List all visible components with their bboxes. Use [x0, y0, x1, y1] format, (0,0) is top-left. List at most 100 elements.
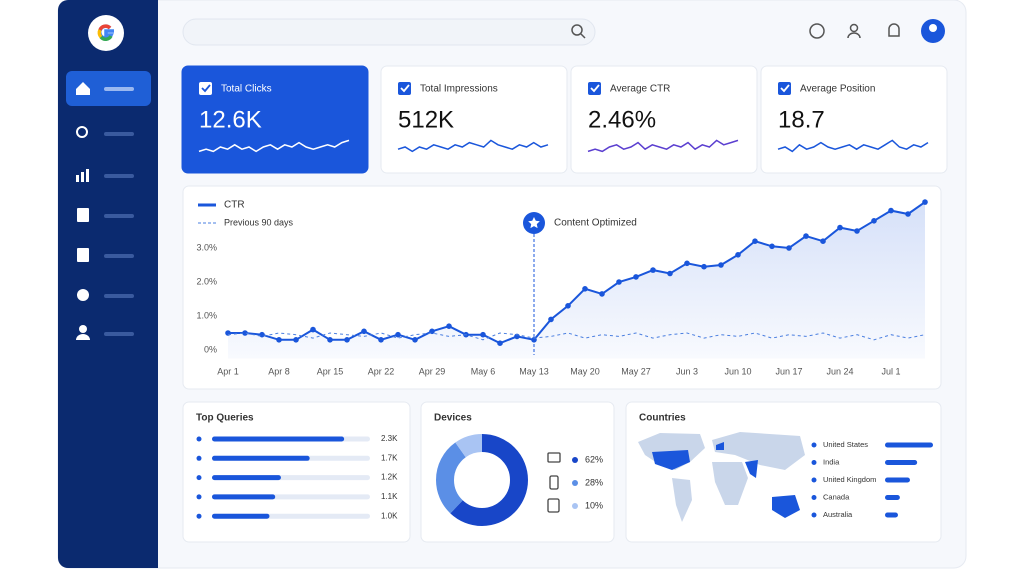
kpi-value: 512K [398, 106, 454, 133]
usa [652, 450, 690, 470]
x-tick-label: Apr 29 [419, 366, 446, 376]
nav-user[interactable] [79, 325, 87, 333]
kpi-check [201, 84, 211, 93]
value-label: 10% [585, 500, 603, 510]
nav-analytics[interactable] [76, 175, 79, 182]
africa [712, 462, 748, 505]
data-point [565, 303, 571, 309]
x-tick-label: May 27 [621, 366, 651, 376]
australia [772, 495, 800, 518]
nav-bar [104, 87, 134, 91]
logo-g-yellow [97, 29, 103, 39]
users-icon-body [847, 32, 861, 39]
data-point [752, 238, 758, 244]
value-label: 1.0K [381, 511, 398, 520]
legend-label: CTR [224, 200, 245, 211]
nav-analytics-bar [86, 169, 89, 182]
nav-analytics-bar [81, 172, 84, 182]
search-icon[interactable] [571, 24, 583, 36]
countries-chart: United States India United Kingdom Canada Au… [811, 440, 933, 519]
bar [885, 442, 933, 448]
legend-dot [811, 495, 817, 500]
y-tick-label: 2.0% [196, 276, 217, 286]
legend-dot [811, 460, 817, 465]
south-america [672, 478, 692, 522]
nav-settings[interactable] [77, 289, 89, 301]
sparkline [397, 139, 549, 153]
bar [212, 455, 310, 461]
countries-card [625, 401, 942, 543]
donut-segment [436, 434, 528, 526]
nav-bar [104, 294, 134, 298]
nav-bar [104, 214, 134, 218]
legend-dot [572, 480, 578, 486]
data-point [582, 286, 588, 292]
logo-g-green [99, 34, 113, 41]
bar [885, 512, 898, 518]
x-tick-label: Apr 1 [217, 366, 239, 376]
country-label: United Kingdom [823, 475, 876, 484]
nav-search[interactable] [76, 126, 88, 138]
sparkline [587, 139, 739, 153]
nav-reports[interactable] [77, 248, 89, 262]
eurasia [712, 432, 805, 470]
data-point [327, 337, 333, 343]
x-tick-label: May 20 [570, 366, 600, 376]
legend-dot [811, 442, 817, 448]
data-point [395, 331, 401, 338]
x-tick-label: Apr 8 [268, 366, 290, 376]
bar [212, 475, 281, 481]
data-point [616, 279, 622, 285]
bar [212, 494, 276, 500]
kpi-checkbox [778, 82, 791, 95]
data-point [684, 260, 690, 267]
legend-dot [572, 503, 578, 509]
nav-docs[interactable] [77, 208, 89, 222]
search-icon-handle [580, 33, 586, 39]
row-dot [196, 494, 202, 500]
country-label: India [823, 457, 840, 466]
data-point [310, 326, 316, 333]
legend-label: Previous 90 days [224, 217, 294, 227]
kpi-check [780, 84, 790, 93]
help-icon[interactable] [809, 23, 825, 39]
nav-home[interactable] [76, 82, 90, 95]
ctr-area [228, 202, 925, 359]
kpi-label: Total Impressions [420, 84, 498, 95]
nav-bar [104, 132, 134, 136]
y-tick-label: 3.0% [196, 242, 217, 252]
nav-bar [104, 254, 134, 258]
india [745, 460, 758, 478]
data-point [599, 291, 605, 297]
legend-dot [811, 477, 817, 483]
data-point [344, 337, 350, 343]
x-tick-label: Jun 24 [826, 366, 853, 376]
queries-title: Top Queries [196, 413, 254, 424]
countries-title: Countries [639, 413, 686, 424]
row-dot [196, 455, 202, 461]
value-label: 28% [585, 477, 603, 487]
kpi-card[interactable] [380, 65, 568, 174]
search-bar[interactable] [182, 18, 596, 46]
data-point [701, 263, 707, 270]
nav-bar [104, 332, 134, 336]
kpi-card[interactable] [760, 65, 948, 174]
country-label: Australia [823, 510, 853, 519]
users-icon[interactable] [849, 23, 859, 33]
mobile-icon [549, 475, 559, 490]
data-point [650, 267, 656, 273]
nav-bar [104, 174, 134, 178]
desktop-icon [547, 452, 561, 463]
data-point [242, 330, 248, 336]
devices-title: Devices [434, 413, 472, 424]
x-tick-label: Jun 3 [676, 366, 698, 376]
country-label: United States [823, 440, 868, 449]
x-tick-label: Apr 15 [317, 366, 344, 376]
data-point [769, 243, 775, 250]
bell-icon[interactable] [888, 23, 900, 37]
tablet-icon [547, 498, 560, 513]
devices-chart: 62% 28% 10% [436, 434, 603, 526]
nav-user-body [76, 334, 90, 340]
value-label: 2.3K [381, 434, 398, 443]
